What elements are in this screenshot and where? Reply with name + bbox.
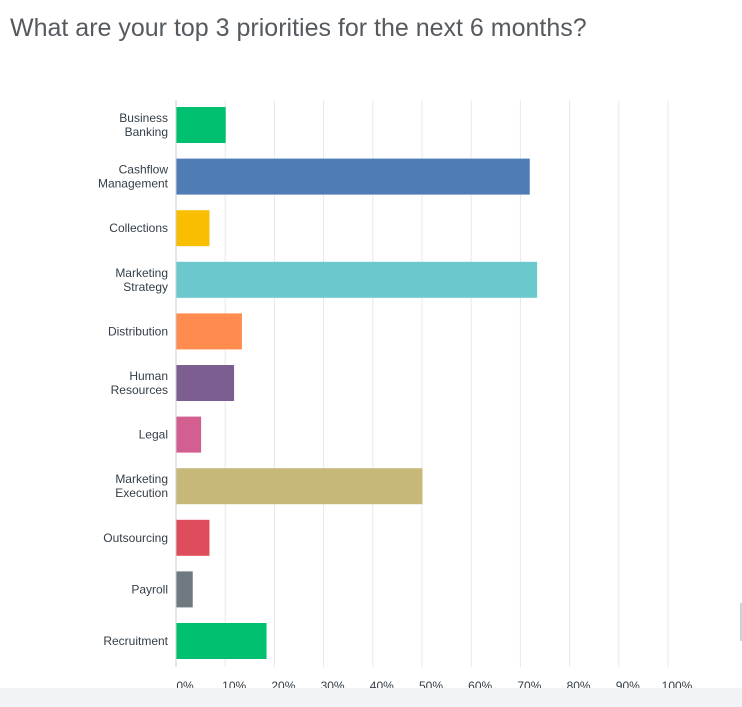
scroll-edge (740, 603, 742, 641)
category-label-marketing-strategy: Marketing Strategy (115, 266, 168, 294)
bottom-strip (0, 688, 742, 707)
category-label-payroll: Payroll (131, 582, 168, 596)
bar-cashflow-management[interactable] (176, 158, 530, 195)
category-label-outsourcing: Outsourcing (103, 531, 168, 545)
bars (176, 107, 538, 659)
chart-title: What are your top 3 priorities for the n… (10, 14, 587, 42)
category-label-human-resources: Human Resources (111, 369, 168, 397)
bar-payroll[interactable] (176, 571, 193, 608)
bar-marketing-execution[interactable] (176, 468, 423, 505)
category-label-marketing-execution: Marketing Execution (115, 472, 168, 500)
bar-legal[interactable] (176, 416, 202, 453)
bar-distribution[interactable] (176, 313, 242, 350)
category-label-cashflow-management: Cashflow Management (98, 163, 169, 191)
category-label-recruitment: Recruitment (103, 634, 168, 648)
bar-outsourcing[interactable] (176, 519, 210, 556)
bar-recruitment[interactable] (176, 623, 267, 659)
category-labels: Business Banking Cashflow Management Collect… (98, 111, 169, 648)
category-label-distribution: Distribution (108, 324, 168, 338)
bar-business-banking[interactable] (176, 107, 226, 143)
bar-marketing-strategy[interactable] (176, 261, 538, 298)
category-label-business-banking: Business Banking (119, 111, 168, 139)
category-label-legal: Legal (139, 428, 168, 442)
bar-human-resources[interactable] (176, 365, 235, 401)
bar-collections[interactable] (176, 210, 210, 247)
category-label-collections: Collections (109, 221, 168, 235)
